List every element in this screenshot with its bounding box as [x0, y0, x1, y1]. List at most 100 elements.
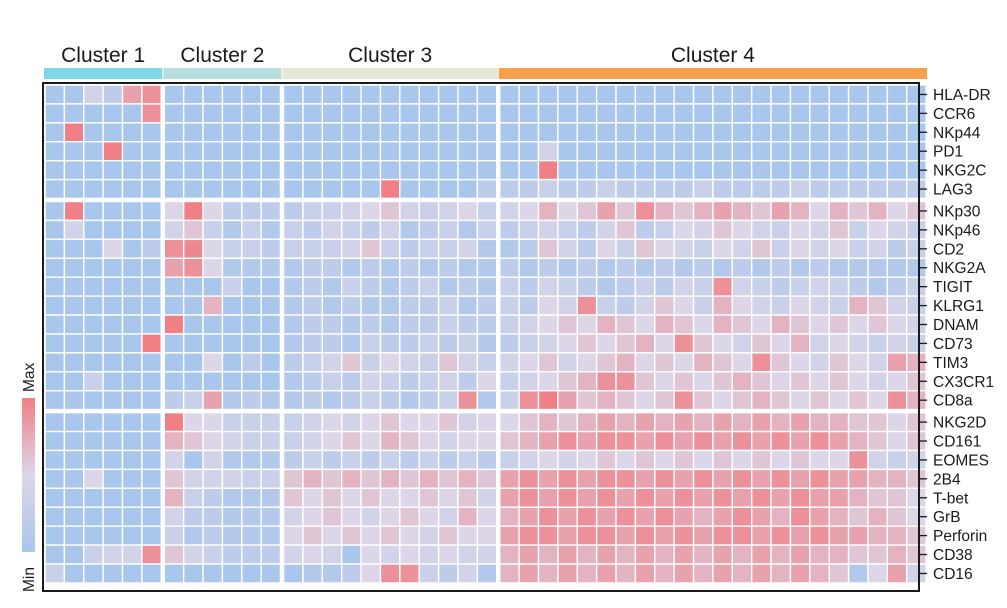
- heatmap-cell: [886, 544, 908, 565]
- heatmap-cell: [828, 178, 850, 200]
- cluster-label: Cluster 3: [348, 44, 432, 67]
- heatmap-cell: [499, 468, 520, 490]
- heatmap-cell: [437, 371, 459, 392]
- heatmap-cell: [692, 506, 714, 527]
- heatmap-cell: [321, 159, 343, 181]
- heatmap-cell: [750, 487, 772, 508]
- heatmap-cell: [399, 468, 420, 490]
- heatmap-cell: [518, 430, 540, 452]
- heatmap-cell: [476, 544, 498, 565]
- heatmap-cell: [418, 506, 440, 527]
- heatmap-cell: [321, 411, 343, 433]
- heatmap-cell: [241, 314, 262, 335]
- heatmap-cell: [457, 141, 479, 162]
- heatmap-cell: [867, 178, 889, 200]
- heatmap-cell: [595, 122, 617, 143]
- heatmap-cell: [437, 141, 459, 162]
- heatmap-cell: [886, 314, 908, 335]
- heatmap-cell: [518, 295, 540, 316]
- heatmap-cell: [44, 200, 66, 222]
- heatmap-cell: [499, 238, 520, 259]
- heatmap-cell: [576, 219, 598, 241]
- heatmap-cell: [360, 487, 382, 508]
- heatmap-cell: [44, 563, 66, 584]
- heatmap-cell: [379, 219, 401, 241]
- heatmap-cell: [654, 430, 675, 452]
- heatmap-cell: [847, 238, 869, 259]
- heatmap-cell: [260, 159, 282, 181]
- heatmap-cell: [302, 141, 324, 162]
- heatmap-cell: [537, 314, 559, 335]
- heatmap-cell: [102, 430, 124, 452]
- heatmap-cell: [615, 159, 637, 181]
- heatmap-cell: [867, 487, 889, 508]
- heatmap-cell: [634, 390, 656, 411]
- heatmap-cell: [576, 506, 598, 527]
- heatmap-cell: [63, 371, 85, 392]
- heatmap-cell: [182, 200, 204, 222]
- heatmap-cell: [847, 178, 869, 200]
- row-label: DNAM: [933, 317, 979, 334]
- heatmap-cell: [557, 506, 578, 527]
- heatmap-cell: [202, 430, 224, 452]
- heatmap-cell: [731, 449, 753, 471]
- heatmap-cell: [731, 84, 753, 105]
- heatmap-cell: [341, 295, 362, 316]
- heatmap-cell: [83, 122, 104, 143]
- heatmap-cell: [102, 276, 124, 297]
- heatmap-cell: [654, 84, 675, 105]
- heatmap-cell: [241, 141, 262, 162]
- heatmap-cell: [102, 544, 124, 565]
- heatmap-cell: [321, 525, 343, 546]
- heatmap-cell: [44, 141, 66, 162]
- heatmap-cell: [102, 525, 124, 546]
- heatmap-cell: [141, 178, 162, 200]
- heatmap-cell: [360, 525, 382, 546]
- heatmap-cell: [557, 487, 578, 508]
- heatmap-cell: [809, 563, 830, 584]
- heatmap-cell: [576, 390, 598, 411]
- heatmap-cell: [241, 295, 262, 316]
- heatmap-cell: [321, 390, 343, 411]
- heatmap-cell: [121, 390, 143, 411]
- heatmap-cell: [692, 544, 714, 565]
- heatmap-cell: [537, 178, 559, 200]
- heatmap-cell: [182, 390, 204, 411]
- heatmap-cell: [847, 122, 869, 143]
- heatmap-cell: [182, 295, 204, 316]
- heatmap-cell: [595, 84, 617, 105]
- row-label: T-bet: [933, 490, 969, 507]
- heatmap-cell: [886, 371, 908, 392]
- heatmap-cell: [44, 314, 66, 335]
- heatmap-cell: [499, 314, 520, 335]
- heatmap-cell: [399, 103, 420, 124]
- heatmap-cell: [654, 352, 675, 373]
- heatmap-cell: [241, 333, 262, 354]
- heatmap-cell: [221, 178, 243, 200]
- heatmap-cell: [789, 390, 811, 411]
- heatmap-cell: [457, 159, 479, 181]
- heatmap-cell: [867, 563, 889, 584]
- heatmap-cell: [141, 352, 162, 373]
- heatmap-cell: [692, 200, 714, 222]
- heatmap-cell: [518, 333, 540, 354]
- heatmap-cell: [576, 544, 598, 565]
- heatmap-cell: [360, 219, 382, 241]
- heatmap-cell: [241, 371, 262, 392]
- heatmap-cell: [828, 411, 850, 433]
- heatmap-cell: [847, 371, 869, 392]
- heatmap-cell: [302, 200, 324, 222]
- heatmap-cell: [867, 468, 889, 490]
- heatmap-cell: [809, 84, 830, 105]
- heatmap-cell: [457, 430, 479, 452]
- heatmap-cell: [518, 122, 540, 143]
- heatmap-cell: [886, 563, 908, 584]
- heatmap-cell: [537, 103, 559, 124]
- heatmap-cell: [302, 219, 324, 241]
- heatmap-cell: [595, 178, 617, 200]
- heatmap-cell: [341, 84, 362, 105]
- heatmap-cell: [360, 506, 382, 527]
- heatmap-cell: [770, 122, 792, 143]
- heatmap-cell: [770, 563, 792, 584]
- heatmap-cell: [634, 506, 656, 527]
